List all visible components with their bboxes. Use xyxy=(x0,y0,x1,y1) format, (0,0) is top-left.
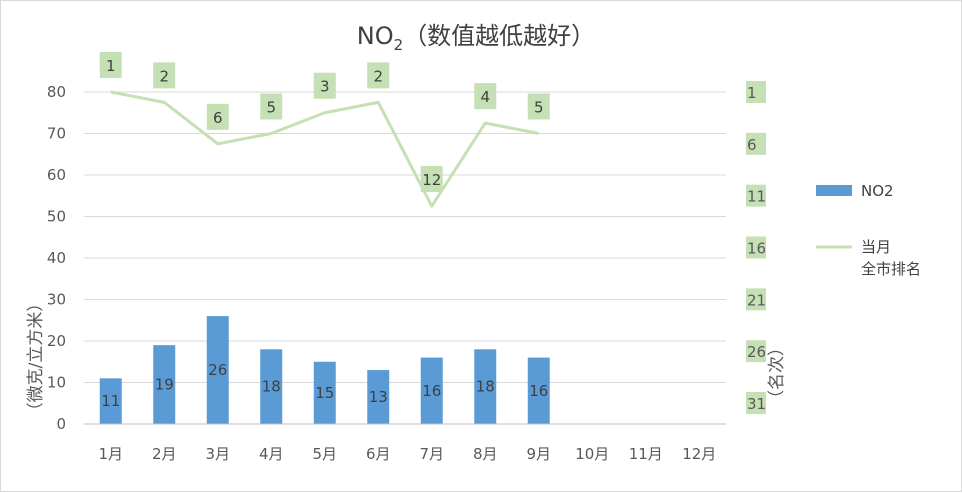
x-tick-label: 8月 xyxy=(473,445,498,463)
rank-data-label: 5 xyxy=(266,98,276,116)
y2-tick-label: 1 xyxy=(747,84,757,102)
rank-data-label: 3 xyxy=(320,78,330,96)
rank-label-box xyxy=(206,103,229,130)
x-tick-label: 7月 xyxy=(419,445,444,463)
legend-label-no2: NO2 xyxy=(861,182,894,200)
rank-data-label: 2 xyxy=(373,67,383,85)
bar xyxy=(527,357,550,424)
rank-label-box xyxy=(527,93,550,120)
x-tick-label: 12月 xyxy=(682,445,716,463)
y-tick-label: 60 xyxy=(47,166,66,184)
rank-label-box xyxy=(420,166,443,193)
y-tick-label: 20 xyxy=(47,332,66,350)
bar xyxy=(99,378,122,424)
rank-label-box xyxy=(474,83,497,110)
rank-data-label: 1 xyxy=(106,57,116,75)
y2-tick-label: 31 xyxy=(747,395,766,413)
x-tick-label: 3月 xyxy=(205,445,230,463)
legend-label-rank: 全市排名 xyxy=(861,260,921,278)
y2-tick-box xyxy=(746,132,766,155)
bar-data-label: 18 xyxy=(476,378,495,396)
bar-series xyxy=(99,316,550,424)
rank-data-label: 2 xyxy=(159,67,169,85)
y2-tick-label: 26 xyxy=(747,343,766,361)
bar-data-label: 15 xyxy=(315,384,334,402)
y-tick-label: 0 xyxy=(56,415,66,433)
y-axis-title: （微克/立方米） xyxy=(26,295,46,420)
bar xyxy=(313,361,336,424)
y-tick-label: 30 xyxy=(47,291,66,309)
bar xyxy=(367,370,390,424)
x-tick-label: 11月 xyxy=(629,445,663,463)
rank-line xyxy=(110,90,540,208)
chart-title-main: NO xyxy=(357,22,394,50)
y2-tick-box xyxy=(746,81,766,103)
y2-tick-box xyxy=(746,340,766,363)
y-tick-label: 50 xyxy=(47,208,66,226)
y2-tick-box xyxy=(746,184,766,207)
y2-tick-box xyxy=(746,236,766,259)
x-tick-label: 6月 xyxy=(366,445,391,463)
bar-data-label: 26 xyxy=(208,361,227,379)
rank-label-box xyxy=(367,62,390,89)
rank-data-label: 5 xyxy=(534,98,544,116)
legend-label-rank: 当月 xyxy=(861,238,891,256)
bar-data-label: 16 xyxy=(422,382,441,400)
x-tick-label: 9月 xyxy=(526,445,551,463)
chart-title: NO2（数值越低越好） xyxy=(357,22,595,54)
y-tick-label: 70 xyxy=(47,125,66,143)
bar-data-label: 13 xyxy=(369,388,388,406)
bar-data-label: 16 xyxy=(529,382,548,400)
x-tick-label: 10月 xyxy=(575,445,609,463)
bar xyxy=(260,349,283,424)
rank-data-label: 6 xyxy=(213,109,223,127)
y2-tick-box xyxy=(746,288,766,311)
y2-tick-box xyxy=(746,392,766,414)
y-tick-label: 10 xyxy=(47,374,66,392)
y-tick-label: 40 xyxy=(47,249,66,267)
chart-title-subscript: 2 xyxy=(394,36,404,54)
rank-line-series xyxy=(110,90,540,208)
bar xyxy=(474,349,497,424)
y2-tick-label: 16 xyxy=(747,240,766,258)
x-tick-label: 4月 xyxy=(259,445,284,463)
chart-title-suffix: （数值越低越好） xyxy=(403,22,595,50)
gridlines xyxy=(84,91,726,383)
bar-data-label: 19 xyxy=(155,376,174,394)
rank-label-box xyxy=(153,62,176,89)
rank-data-label: 4 xyxy=(480,88,490,106)
y2-tick-label: 11 xyxy=(747,188,766,206)
y2-tick-label: 21 xyxy=(747,291,766,309)
x-tick-label: 2月 xyxy=(152,445,177,463)
bar xyxy=(153,345,176,424)
x-tick-label: 1月 xyxy=(98,445,123,463)
rank-data-label: 12 xyxy=(422,171,441,189)
bar xyxy=(206,316,229,424)
y2-tick-label: 6 xyxy=(747,136,757,154)
y-tick-label: 80 xyxy=(47,83,66,101)
x-tick-label: 5月 xyxy=(312,445,337,463)
legend-swatch-no2 xyxy=(816,185,852,196)
bar-data-label: 18 xyxy=(262,378,281,396)
rank-label-box xyxy=(260,93,283,120)
rank-label-box xyxy=(99,52,122,78)
rank-label-box xyxy=(313,72,336,99)
bar-data-label: 11 xyxy=(101,392,120,410)
y2-axis-title: （名次） xyxy=(767,339,787,407)
bar xyxy=(420,357,443,424)
